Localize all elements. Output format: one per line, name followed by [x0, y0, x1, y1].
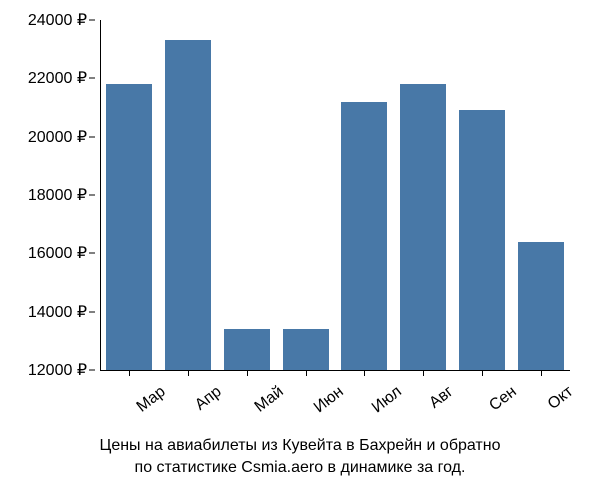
y-axis: 12000 ₽14000 ₽16000 ₽18000 ₽20000 ₽22000… — [0, 20, 95, 370]
y-tick-label: 24000 ₽ — [28, 10, 87, 30]
y-tick-mark — [89, 78, 95, 79]
x-tick-mark — [188, 370, 189, 376]
x-axis-line — [100, 370, 570, 371]
x-tick-mark — [129, 370, 130, 376]
y-tick-label: 20000 ₽ — [28, 127, 87, 147]
bar — [341, 102, 387, 370]
bar — [165, 40, 211, 370]
x-tick-mark — [423, 370, 424, 376]
y-tick-label: 18000 ₽ — [28, 185, 87, 205]
y-tick-mark — [89, 195, 95, 196]
y-tick-label: 16000 ₽ — [28, 243, 87, 263]
x-tick-mark — [247, 370, 248, 376]
caption-line-2: по статистике Csmia.aero в динамике за г… — [135, 459, 466, 476]
x-tick-mark — [482, 370, 483, 376]
x-tick-label: Окт — [544, 383, 576, 414]
y-tick-label: 22000 ₽ — [28, 68, 87, 88]
y-tick-mark — [89, 136, 95, 137]
bar — [106, 84, 152, 370]
x-tick-mark — [306, 370, 307, 376]
y-tick-mark — [89, 20, 95, 21]
bar — [518, 242, 564, 370]
x-tick-mark — [541, 370, 542, 376]
bar — [283, 329, 329, 370]
plot-area — [100, 20, 570, 370]
price-chart: 12000 ₽ 14000 ₽ 16000 ₽ 18000 ₽ 20000 ₽ 22000… — [0, 0, 600, 500]
x-tick-mark — [364, 370, 365, 376]
y-tick-mark — [89, 253, 95, 254]
x-tick-label: Сен — [486, 383, 520, 415]
bar — [224, 329, 270, 370]
chart-caption: Цены на авиабилеты из Кувейта в Бахрейн … — [0, 435, 600, 480]
bar — [400, 84, 446, 370]
x-axis-labels: МарАпрМайИюнИюлАвгСенОкт — [100, 375, 570, 435]
y-tick-mark — [89, 370, 95, 371]
y-tick-mark — [89, 311, 95, 312]
caption-line-1: Цены на авиабилеты из Кувейта в Бахрейн … — [99, 437, 500, 454]
x-tick-label: Май — [252, 383, 288, 416]
x-tick-label: Июл — [369, 383, 406, 417]
x-tick-label: Авг — [426, 383, 457, 413]
x-tick-label: Июн — [310, 383, 347, 417]
x-tick-label: Апр — [192, 383, 225, 415]
y-tick-label: 14000 ₽ — [28, 302, 87, 322]
y-tick-label: 12000 ₽ — [28, 360, 87, 380]
bar — [459, 110, 505, 370]
bars-group — [100, 20, 570, 370]
x-tick-label: Мар — [134, 383, 170, 416]
